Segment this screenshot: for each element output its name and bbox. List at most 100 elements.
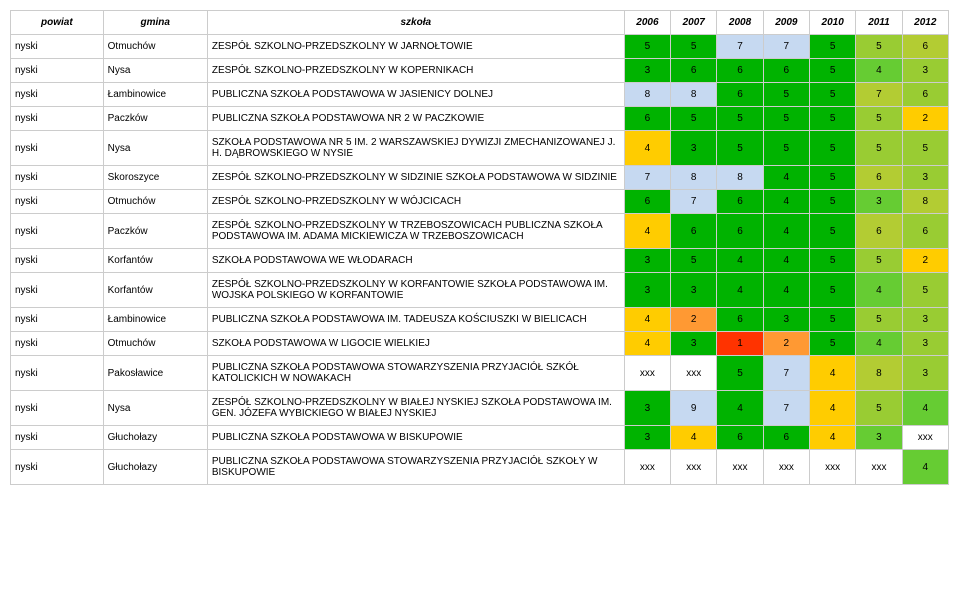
cell-powiat: nyski <box>11 308 104 332</box>
cell-gmina: Nysa <box>103 391 207 426</box>
cell-powiat: nyski <box>11 249 104 273</box>
cell-value: 3 <box>763 308 809 332</box>
cell-value: 4 <box>624 131 670 166</box>
table-row: nyskiKorfantówZESPÓŁ SZKOLNO-PRZEDSZKOLN… <box>11 273 949 308</box>
cell-value: 8 <box>671 166 717 190</box>
cell-value: 5 <box>809 214 855 249</box>
table-row: nyskiGłuchołazyPUBLICZNA SZKOŁA PODSTAWO… <box>11 426 949 450</box>
cell-gmina: Nysa <box>103 131 207 166</box>
table-row: nyskiOtmuchówZESPÓŁ SZKOLNO-PRZEDSZKOLNY… <box>11 35 949 59</box>
cell-powiat: nyski <box>11 35 104 59</box>
cell-value: 6 <box>902 83 948 107</box>
cell-value: 4 <box>624 214 670 249</box>
cell-value: 5 <box>856 249 902 273</box>
cell-value: 5 <box>763 107 809 131</box>
cell-value: 4 <box>763 214 809 249</box>
cell-value: 4 <box>763 190 809 214</box>
table-row: nyskiNysaSZKOŁA PODSTAWOWA NR 5 IM. 2 WA… <box>11 131 949 166</box>
cell-szkola: SZKOŁA PODSTAWOWA WE WŁODARACH <box>207 249 624 273</box>
cell-powiat: nyski <box>11 59 104 83</box>
cell-value: xxx <box>717 450 763 485</box>
cell-powiat: nyski <box>11 190 104 214</box>
table-row: nyskiNysaZESPÓŁ SZKOLNO-PRZEDSZKOLNY W K… <box>11 59 949 83</box>
cell-powiat: nyski <box>11 450 104 485</box>
cell-value: 4 <box>671 426 717 450</box>
cell-value: 5 <box>856 35 902 59</box>
cell-value: 3 <box>902 332 948 356</box>
cell-value: 8 <box>717 166 763 190</box>
cell-value: 5 <box>809 83 855 107</box>
cell-value: 5 <box>717 131 763 166</box>
cell-value: 4 <box>902 450 948 485</box>
cell-value: 3 <box>624 249 670 273</box>
cell-value: 6 <box>763 426 809 450</box>
cell-value: 4 <box>763 249 809 273</box>
cell-gmina: Otmuchów <box>103 190 207 214</box>
cell-value: 6 <box>856 214 902 249</box>
cell-value: xxx <box>809 450 855 485</box>
col-year-1: 2007 <box>671 11 717 35</box>
table-row: nyskiPaczkówPUBLICZNA SZKOŁA PODSTAWOWA … <box>11 107 949 131</box>
cell-value: 1 <box>717 332 763 356</box>
cell-szkola: PUBLICZNA SZKOŁA PODSTAWOWA NR 2 W PACZK… <box>207 107 624 131</box>
table-row: nyskiGłuchołazyPUBLICZNA SZKOŁA PODSTAWO… <box>11 450 949 485</box>
col-year-0: 2006 <box>624 11 670 35</box>
table-row: nyskiKorfantówSZKOŁA PODSTAWOWA WE WŁODA… <box>11 249 949 273</box>
table-row: nyskiPaczkówZESPÓŁ SZKOLNO-PRZEDSZKOLNY … <box>11 214 949 249</box>
cell-szkola: PUBLICZNA SZKOŁA PODSTAWOWA W JASIENICY … <box>207 83 624 107</box>
cell-value: 4 <box>763 273 809 308</box>
col-year-6: 2012 <box>902 11 948 35</box>
cell-value: 2 <box>902 249 948 273</box>
cell-value: 5 <box>809 35 855 59</box>
cell-value: 6 <box>763 59 809 83</box>
cell-value: 5 <box>763 83 809 107</box>
cell-gmina: Nysa <box>103 59 207 83</box>
cell-value: xxx <box>624 356 670 391</box>
cell-powiat: nyski <box>11 391 104 426</box>
cell-value: 6 <box>717 426 763 450</box>
cell-value: 2 <box>671 308 717 332</box>
cell-szkola: PUBLICZNA SZKOŁA PODSTAWOWA W BISKUPOWIE <box>207 426 624 450</box>
cell-value: 6 <box>671 214 717 249</box>
cell-value: 3 <box>624 59 670 83</box>
col-powiat: powiat <box>11 11 104 35</box>
cell-value: 5 <box>809 273 855 308</box>
table-row: nyskiPakosławicePUBLICZNA SZKOŁA PODSTAW… <box>11 356 949 391</box>
cell-value: 8 <box>902 190 948 214</box>
cell-value: 5 <box>717 107 763 131</box>
cell-value: 7 <box>763 356 809 391</box>
cell-value: 4 <box>717 273 763 308</box>
cell-value: 3 <box>902 308 948 332</box>
cell-powiat: nyski <box>11 356 104 391</box>
cell-gmina: Łambinowice <box>103 83 207 107</box>
cell-value: 7 <box>763 391 809 426</box>
cell-value: 3 <box>856 190 902 214</box>
cell-value: 5 <box>671 107 717 131</box>
schools-table: powiat gmina szkoła 2006 2007 2008 2009 … <box>10 10 949 485</box>
cell-value: 5 <box>809 59 855 83</box>
cell-value: 5 <box>856 391 902 426</box>
cell-gmina: Głuchołazy <box>103 426 207 450</box>
cell-value: 3 <box>624 273 670 308</box>
cell-value: xxx <box>763 450 809 485</box>
cell-value: 5 <box>671 35 717 59</box>
cell-szkola: ZESPÓŁ SZKOLNO-PRZEDSZKOLNY W SIDZINIE S… <box>207 166 624 190</box>
cell-value: 5 <box>856 308 902 332</box>
cell-value: 6 <box>902 35 948 59</box>
cell-value: 5 <box>809 107 855 131</box>
cell-gmina: Skoroszyce <box>103 166 207 190</box>
cell-value: 5 <box>717 356 763 391</box>
table-row: nyskiOtmuchówSZKOŁA PODSTAWOWA W LIGOCIE… <box>11 332 949 356</box>
cell-value: 7 <box>624 166 670 190</box>
cell-value: 5 <box>809 249 855 273</box>
cell-powiat: nyski <box>11 214 104 249</box>
cell-value: 7 <box>671 190 717 214</box>
cell-value: 4 <box>902 391 948 426</box>
cell-value: 4 <box>809 356 855 391</box>
cell-value: 5 <box>671 249 717 273</box>
cell-powiat: nyski <box>11 83 104 107</box>
cell-powiat: nyski <box>11 107 104 131</box>
cell-value: 6 <box>717 190 763 214</box>
cell-value: 6 <box>856 166 902 190</box>
cell-value: xxx <box>856 450 902 485</box>
